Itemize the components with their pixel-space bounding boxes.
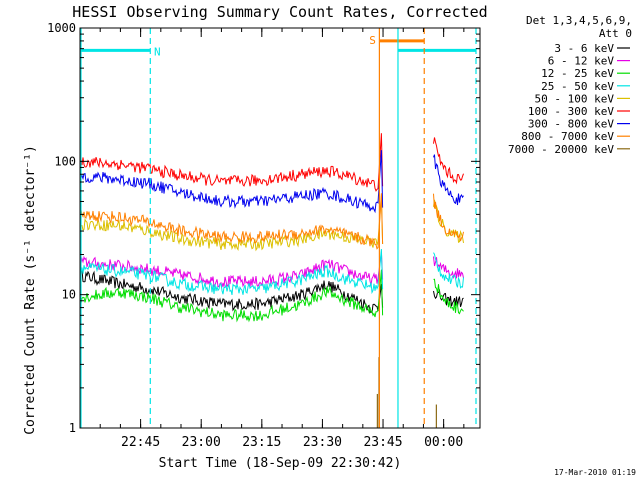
series-line-5 xyxy=(79,133,384,192)
series-tail-5 xyxy=(433,137,464,185)
legend-label-1: 6 - 12 keV xyxy=(548,55,615,68)
series-tail-0 xyxy=(433,288,464,307)
chart-title: HESSI Observing Summary Count Rates, Cor… xyxy=(72,3,487,21)
legend-label-5: 100 - 300 keV xyxy=(528,105,614,118)
legend-label-2: 12 - 25 keV xyxy=(541,67,614,80)
series-tail-3 xyxy=(433,252,464,289)
series-line-2 xyxy=(79,269,384,323)
legend-label-6: 300 - 800 keV xyxy=(528,118,614,131)
legend-label-3: 25 - 50 keV xyxy=(541,80,614,93)
x-tick-label-4: 23:45 xyxy=(363,435,402,450)
legend-label-7: 800 - 7000 keV xyxy=(521,130,614,143)
series-tail-2 xyxy=(433,278,464,315)
y-tick-label-1: 10 xyxy=(62,288,76,302)
series-line-6 xyxy=(79,150,384,214)
series-line-4 xyxy=(79,195,384,252)
annotation-s: S xyxy=(369,34,376,47)
y-tick-label-2: 100 xyxy=(54,154,76,168)
series-line-3 xyxy=(79,248,384,296)
legend-header-line-1: Det 1,3,4,5,6,9, xyxy=(526,14,632,27)
series-line-1 xyxy=(79,252,384,288)
x-axis-label: Start Time (18-Sep-09 22:30:42) xyxy=(159,456,402,471)
x-tick-label-0: 22:45 xyxy=(121,435,160,450)
series-tail-7 xyxy=(433,193,464,242)
axes: 1 10 100 1000 22:45 23:00 23:15 23:30 23:45 00:00 xyxy=(47,21,481,450)
y-tick-label-0: 1 xyxy=(69,421,76,435)
legend-header-line-2: Att 0 xyxy=(599,27,632,40)
legend-label-4: 50 - 100 keV xyxy=(535,92,615,105)
y-axis-label: Corrected Count Rate (s⁻¹ detector⁻¹) xyxy=(23,145,38,435)
y-tick-label-3: 1000 xyxy=(47,21,76,35)
x-tick-label-2: 23:15 xyxy=(242,435,281,450)
x-tick-label-3: 23:30 xyxy=(303,435,342,450)
series-line-7 xyxy=(79,193,384,250)
annotation-n: N xyxy=(154,46,161,59)
x-tick-label-1: 23:00 xyxy=(182,435,221,450)
legend-label-0: 3 - 6 keV xyxy=(554,42,614,55)
footer-timestamp: 17-Mar-2010 01:19 xyxy=(554,468,636,477)
plot-area: NS xyxy=(79,28,477,428)
series-tail-6 xyxy=(433,154,464,206)
legend-label-8: 7000 - 20000 keV xyxy=(508,143,614,156)
series-tail-4 xyxy=(433,199,464,243)
plot-frame xyxy=(79,27,481,429)
x-tick-label-5: 00:00 xyxy=(424,435,463,450)
